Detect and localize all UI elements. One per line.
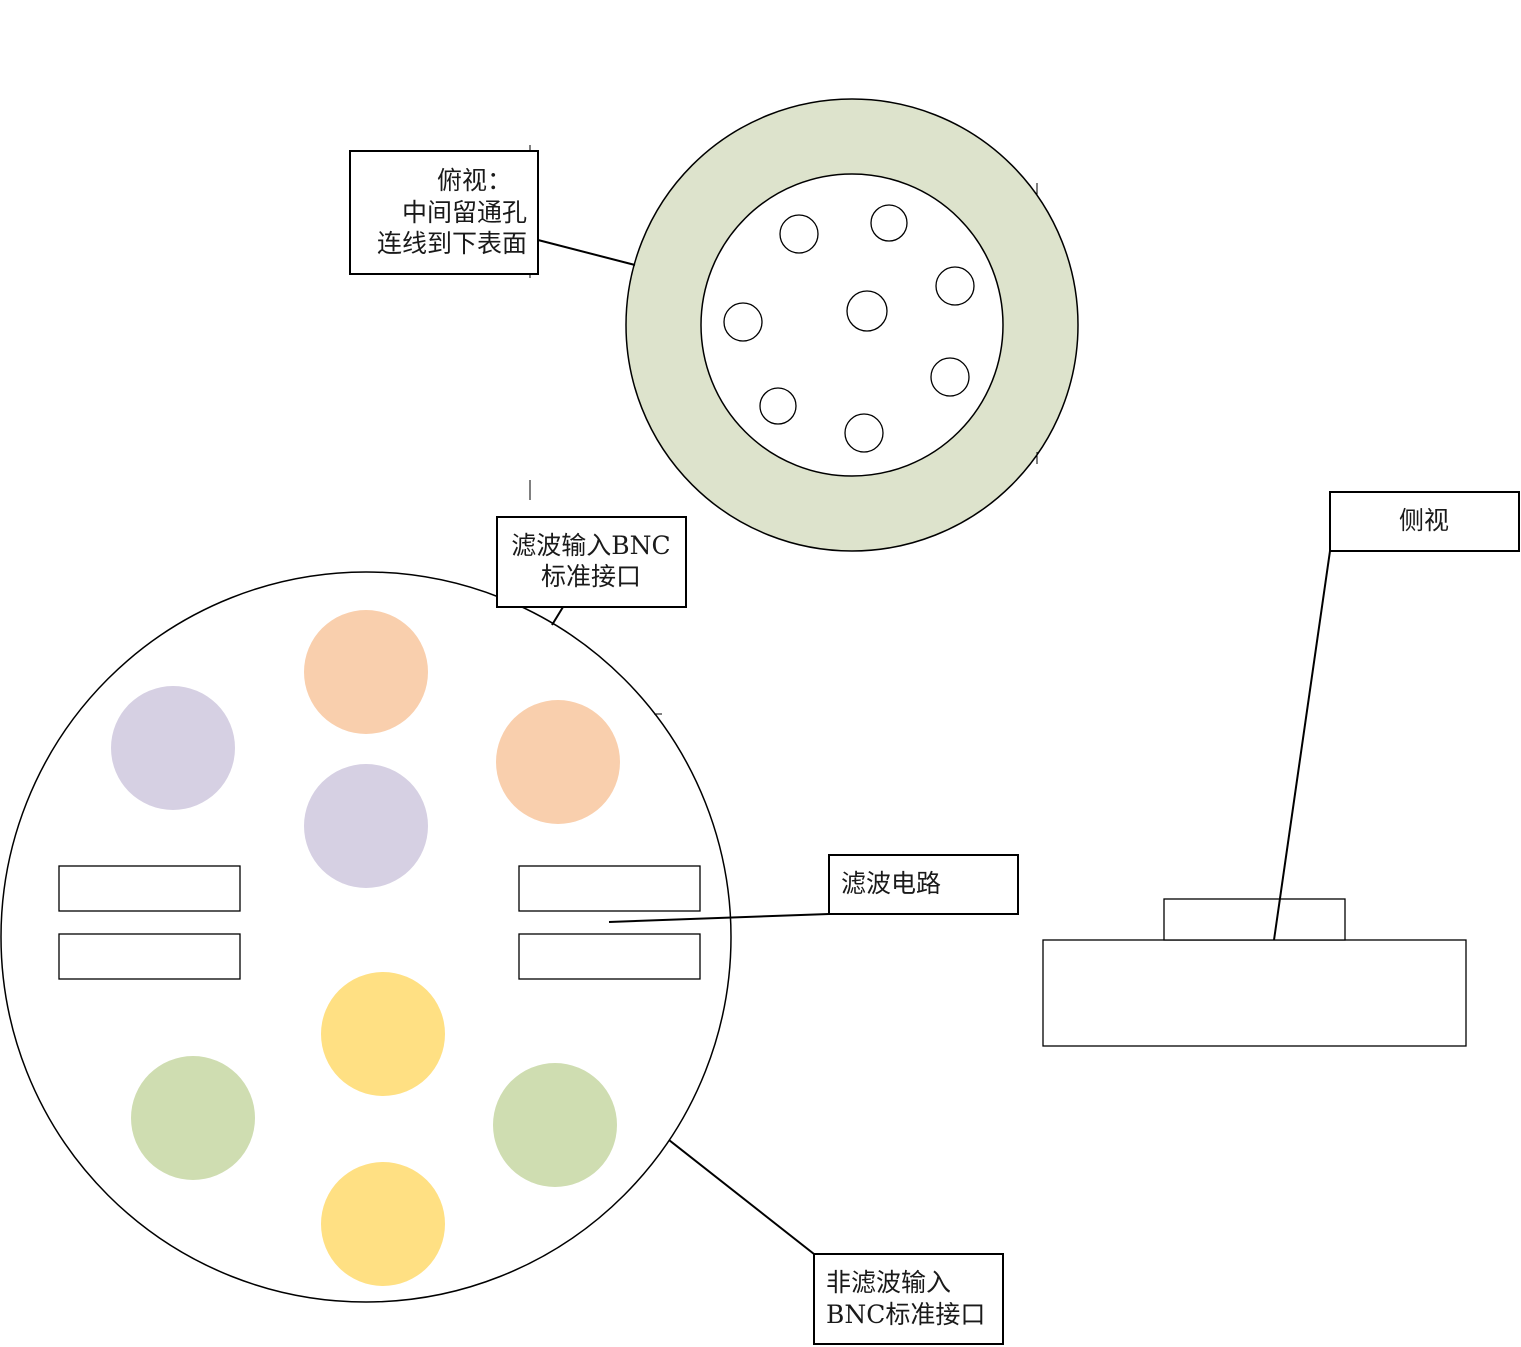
nonfilter-bnc-connector xyxy=(493,1063,617,1187)
through-hole xyxy=(930,357,970,397)
filter-circuit-board xyxy=(518,933,701,980)
through-hole xyxy=(844,413,884,453)
callout-line: 标准接口 xyxy=(541,562,641,591)
through-hole xyxy=(723,302,763,342)
callout-box xyxy=(496,516,687,608)
callout-box xyxy=(813,1253,1004,1345)
through-hole xyxy=(870,204,908,242)
callout-leader xyxy=(608,913,830,923)
nonfilter-bnc-callout: 非滤波输入 BNC标准接口 xyxy=(668,1139,1004,1345)
filter-circuit-board xyxy=(58,865,241,912)
side-view-callout: 侧视 xyxy=(1273,491,1520,941)
top-view xyxy=(529,98,1079,552)
filter-circuit-board xyxy=(58,933,241,980)
filter-circuit-callout: 滤波电路 xyxy=(608,854,1019,923)
callout-leader xyxy=(537,239,636,266)
callout-line: 滤波输入BNC xyxy=(511,531,670,560)
top-view-callout: 俯视： 中间留通孔 连线到下表面 xyxy=(349,150,636,275)
bottom-view xyxy=(0,480,732,1303)
bnc-connector xyxy=(111,686,235,810)
callout-leader xyxy=(668,1139,815,1255)
nonfilter-bnc-connector xyxy=(131,1056,255,1180)
filter-bnc-callout: 滤波输入BNC 标准接口 xyxy=(496,516,687,626)
callout-line: 连线到下表面 xyxy=(377,229,527,258)
bnc-connector xyxy=(304,764,428,888)
callout-box xyxy=(1329,491,1520,552)
through-hole xyxy=(779,214,819,254)
filter-bnc-connector xyxy=(304,610,428,734)
callout-line: 俯视： xyxy=(437,166,512,195)
through-hole xyxy=(759,387,797,425)
callout-leader xyxy=(551,606,564,626)
filter-bnc-connector xyxy=(496,700,620,824)
side-view-top xyxy=(1163,898,1346,941)
callout-label: 侧视 xyxy=(1399,506,1449,535)
callout-box xyxy=(828,854,1019,915)
callout-line: BNC标准接口 xyxy=(826,1300,985,1329)
callout-line: 中间留通孔 xyxy=(402,198,527,227)
nonfilter-bnc-connector xyxy=(321,972,445,1096)
callout-leader xyxy=(1273,550,1331,941)
callout-box xyxy=(349,150,539,275)
side-view-base xyxy=(1042,939,1467,1047)
filter-circuit-board xyxy=(518,865,701,912)
callout-label: 滤波电路 xyxy=(841,869,941,898)
through-hole xyxy=(935,266,975,306)
nonfilter-bnc-connector xyxy=(321,1162,445,1286)
callout-line: 非滤波输入 xyxy=(826,1268,951,1297)
side-view xyxy=(1042,898,1467,1047)
through-hole xyxy=(846,290,888,332)
